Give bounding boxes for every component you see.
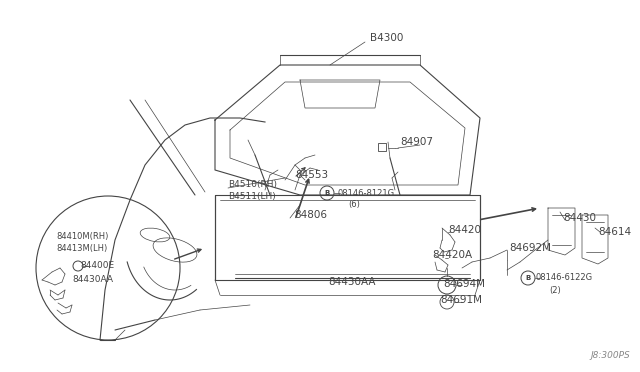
Text: 08146-8121G: 08146-8121G	[338, 189, 395, 198]
Text: 84420: 84420	[448, 225, 481, 235]
Text: 84420A: 84420A	[432, 250, 472, 260]
Text: 84694M: 84694M	[443, 279, 485, 289]
Text: 84410M(RH): 84410M(RH)	[56, 232, 108, 241]
Text: B: B	[525, 275, 531, 281]
Text: 84806: 84806	[294, 210, 327, 220]
Text: 84430AA: 84430AA	[328, 277, 376, 287]
Text: 84614: 84614	[598, 227, 631, 237]
Text: 84553: 84553	[295, 170, 328, 180]
Text: (2): (2)	[549, 285, 561, 295]
Text: B4510(RH): B4510(RH)	[228, 180, 277, 189]
Text: 84430: 84430	[563, 213, 596, 223]
Text: B4511(LH): B4511(LH)	[228, 192, 276, 201]
Text: B4300: B4300	[370, 33, 403, 43]
Text: 84400E: 84400E	[80, 260, 114, 269]
Text: 84907: 84907	[400, 137, 433, 147]
Text: 84691M: 84691M	[440, 295, 482, 305]
Text: 84692M: 84692M	[509, 243, 551, 253]
Text: 84413M(LH): 84413M(LH)	[56, 244, 108, 253]
Text: J8:300PS: J8:300PS	[590, 351, 630, 360]
Text: (6): (6)	[348, 199, 360, 208]
Text: 84430AA: 84430AA	[72, 275, 113, 283]
Text: B: B	[324, 190, 330, 196]
Text: 08146-6122G: 08146-6122G	[536, 273, 593, 282]
